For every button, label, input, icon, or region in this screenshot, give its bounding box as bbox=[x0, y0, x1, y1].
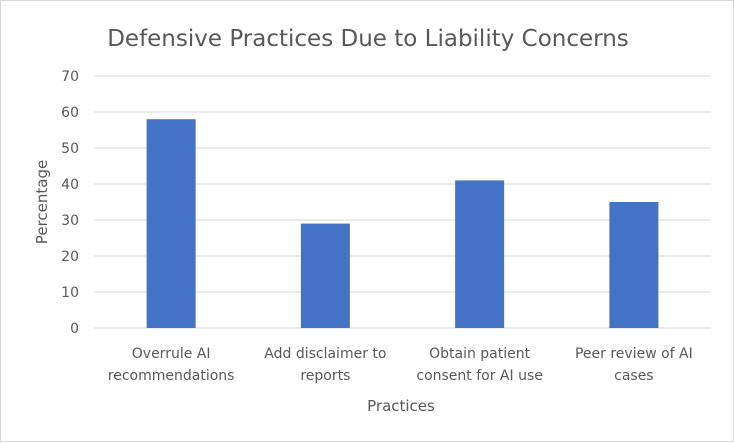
y-tick-label: 70 bbox=[61, 69, 79, 85]
bar bbox=[146, 119, 196, 328]
bar bbox=[455, 180, 505, 328]
y-axis-ticks: 0 10 20 30 40 50 60 70 bbox=[61, 69, 79, 337]
y-axis-title: Percentage bbox=[33, 160, 51, 244]
bar bbox=[300, 223, 350, 328]
y-tick-label: 0 bbox=[70, 321, 79, 337]
x-category-label: Peer review of AI cases bbox=[575, 346, 693, 384]
y-tick-label: 10 bbox=[61, 285, 79, 301]
bars bbox=[146, 119, 659, 328]
x-category-label: Overrule AI recommendations bbox=[108, 346, 235, 384]
y-tick-label: 20 bbox=[61, 249, 79, 265]
x-category-label: Obtain patient consent for AI use bbox=[416, 346, 543, 384]
y-tick-label: 40 bbox=[61, 177, 79, 193]
x-category-label: Add disclaimer to reports bbox=[264, 346, 386, 384]
bar bbox=[609, 202, 659, 328]
y-tick-label: 30 bbox=[61, 213, 79, 229]
y-tick-label: 50 bbox=[61, 141, 79, 157]
x-axis-title: Practices bbox=[367, 397, 435, 415]
y-tick-label: 60 bbox=[61, 105, 79, 121]
x-axis-categories: Overrule AI recommendations Add disclaimer… bbox=[108, 346, 693, 384]
chart-title: Defensive Practices Due to Liability Con… bbox=[107, 26, 629, 52]
gridlines bbox=[94, 75, 711, 329]
